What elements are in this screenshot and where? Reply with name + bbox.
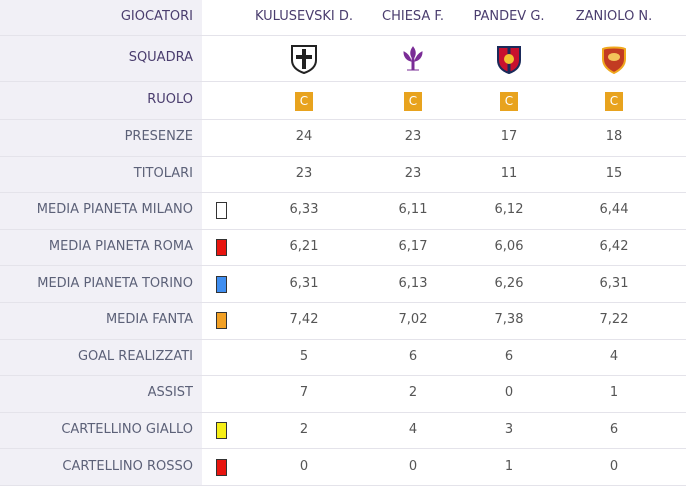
stat-value: 23 [404,165,422,181]
stat-value: 6,31 [599,275,629,291]
stat-row: CARTELLINO GIALLO 2 4 3 6 [0,413,686,450]
stat-label: MEDIA PIANETA TORINO [37,275,193,291]
stat-row: MEDIA PIANETA ROMA 6,21 6,17 6,06 6,42 [0,230,686,267]
stat-label: CARTELLINO ROSSO [62,458,193,474]
stat-value: 18 [605,129,623,145]
stat-row: GOAL REALIZZATI 5 6 6 4 [0,340,686,377]
stat-value: 6,12 [494,202,524,218]
stat-value: 7,42 [289,312,319,328]
color-swatch [216,458,227,476]
stat-value: 6,06 [494,239,524,255]
stat-value: 7,38 [494,312,524,328]
stat-label: MEDIA PIANETA MILANO [36,202,193,218]
stat-value: 0 [299,458,309,474]
stat-value: 4 [609,348,619,364]
stat-value: 5 [299,348,309,364]
role-badge: C [500,92,518,111]
stat-row: CARTELLINO ROSSO 0 0 1 0 [0,449,686,486]
role-label: RUOLO [147,92,193,107]
stat-value: 17 [500,129,518,145]
role-row: RUOLO C C C C [0,82,686,120]
stat-row: PRESENZE 24 23 17 18 [0,120,686,157]
crest-icon [602,46,626,75]
header-label: GIOCATORI [120,9,193,24]
team-crest [399,44,427,78]
role-badge: C [605,92,623,111]
stat-value: 6,44 [599,202,629,218]
stat-value: 23 [404,129,422,145]
stat-row: MEDIA PIANETA TORINO 6,31 6,13 6,26 6,31 [0,266,686,303]
stat-value: 3 [504,422,514,438]
stat-label: PRESENZE [124,129,193,145]
header-row: GIOCATORI KULUSEVSKI D. CHIESA F. PANDEV G.… [0,0,686,36]
stat-value: 0 [408,458,418,474]
stat-row: MEDIA FANTA 7,42 7,02 7,38 7,22 [0,303,686,340]
stat-value: 7 [299,385,309,401]
player-name: PANDEV G. [473,9,545,24]
role-badge: C [295,92,313,111]
stat-value: 6 [609,422,619,438]
role-badge: C [404,92,422,111]
color-swatch [216,275,227,293]
stat-label: MEDIA FANTA [105,312,193,328]
stat-label: CARTELLINO GIALLO [61,422,193,438]
stat-row: MEDIA PIANETA MILANO 6,33 6,11 6,12 6,44 [0,193,686,230]
stat-value: 23 [295,165,313,181]
stat-value: 6 [408,348,418,364]
stat-label: GOAL REALIZZATI [77,348,193,364]
crest-icon [497,46,521,75]
stat-value: 15 [605,165,623,181]
stat-value: 6,21 [289,239,319,255]
stat-value: 6,26 [494,275,524,291]
color-swatch [216,312,227,330]
stat-row: ASSIST 7 2 0 1 [0,376,686,413]
stat-value: 1 [609,385,619,401]
color-swatch [216,422,227,440]
stat-label: TITOLARI [133,165,193,181]
team-crest [290,44,318,78]
stat-value: 6,17 [398,239,428,255]
stat-value: 7,22 [599,312,629,328]
stat-value: 0 [504,385,514,401]
player-name: KULUSEVSKI D. [254,9,354,24]
crest-icon [291,45,317,75]
stat-label: ASSIST [147,385,193,401]
stat-value: 4 [408,422,418,438]
stat-value: 2 [299,422,309,438]
stat-value: 24 [295,129,313,145]
stat-label: MEDIA PIANETA ROMA [48,239,193,255]
stat-value: 11 [500,165,518,181]
stat-value: 6,33 [289,202,319,218]
stat-value: 6,42 [599,239,629,255]
stat-value: 6 [504,348,514,364]
stat-value: 1 [504,458,514,474]
crest-icon [403,46,423,71]
stat-value: 7,02 [398,312,428,328]
stat-value: 0 [609,458,619,474]
stat-value: 6,13 [398,275,428,291]
stat-row: TITOLARI 23 23 11 15 [0,157,686,194]
team-crest [600,44,628,78]
team-row: SQUADRA [0,36,686,82]
team-crest [495,44,523,78]
stat-value: 6,31 [289,275,319,291]
color-swatch [216,202,227,220]
player-name: ZANIOLO N. [575,9,653,24]
team-label: SQUADRA [128,50,193,65]
stat-value: 2 [408,385,418,401]
color-swatch [216,239,227,257]
stat-value: 6,11 [398,202,428,218]
player-name: CHIESA F. [382,9,444,24]
